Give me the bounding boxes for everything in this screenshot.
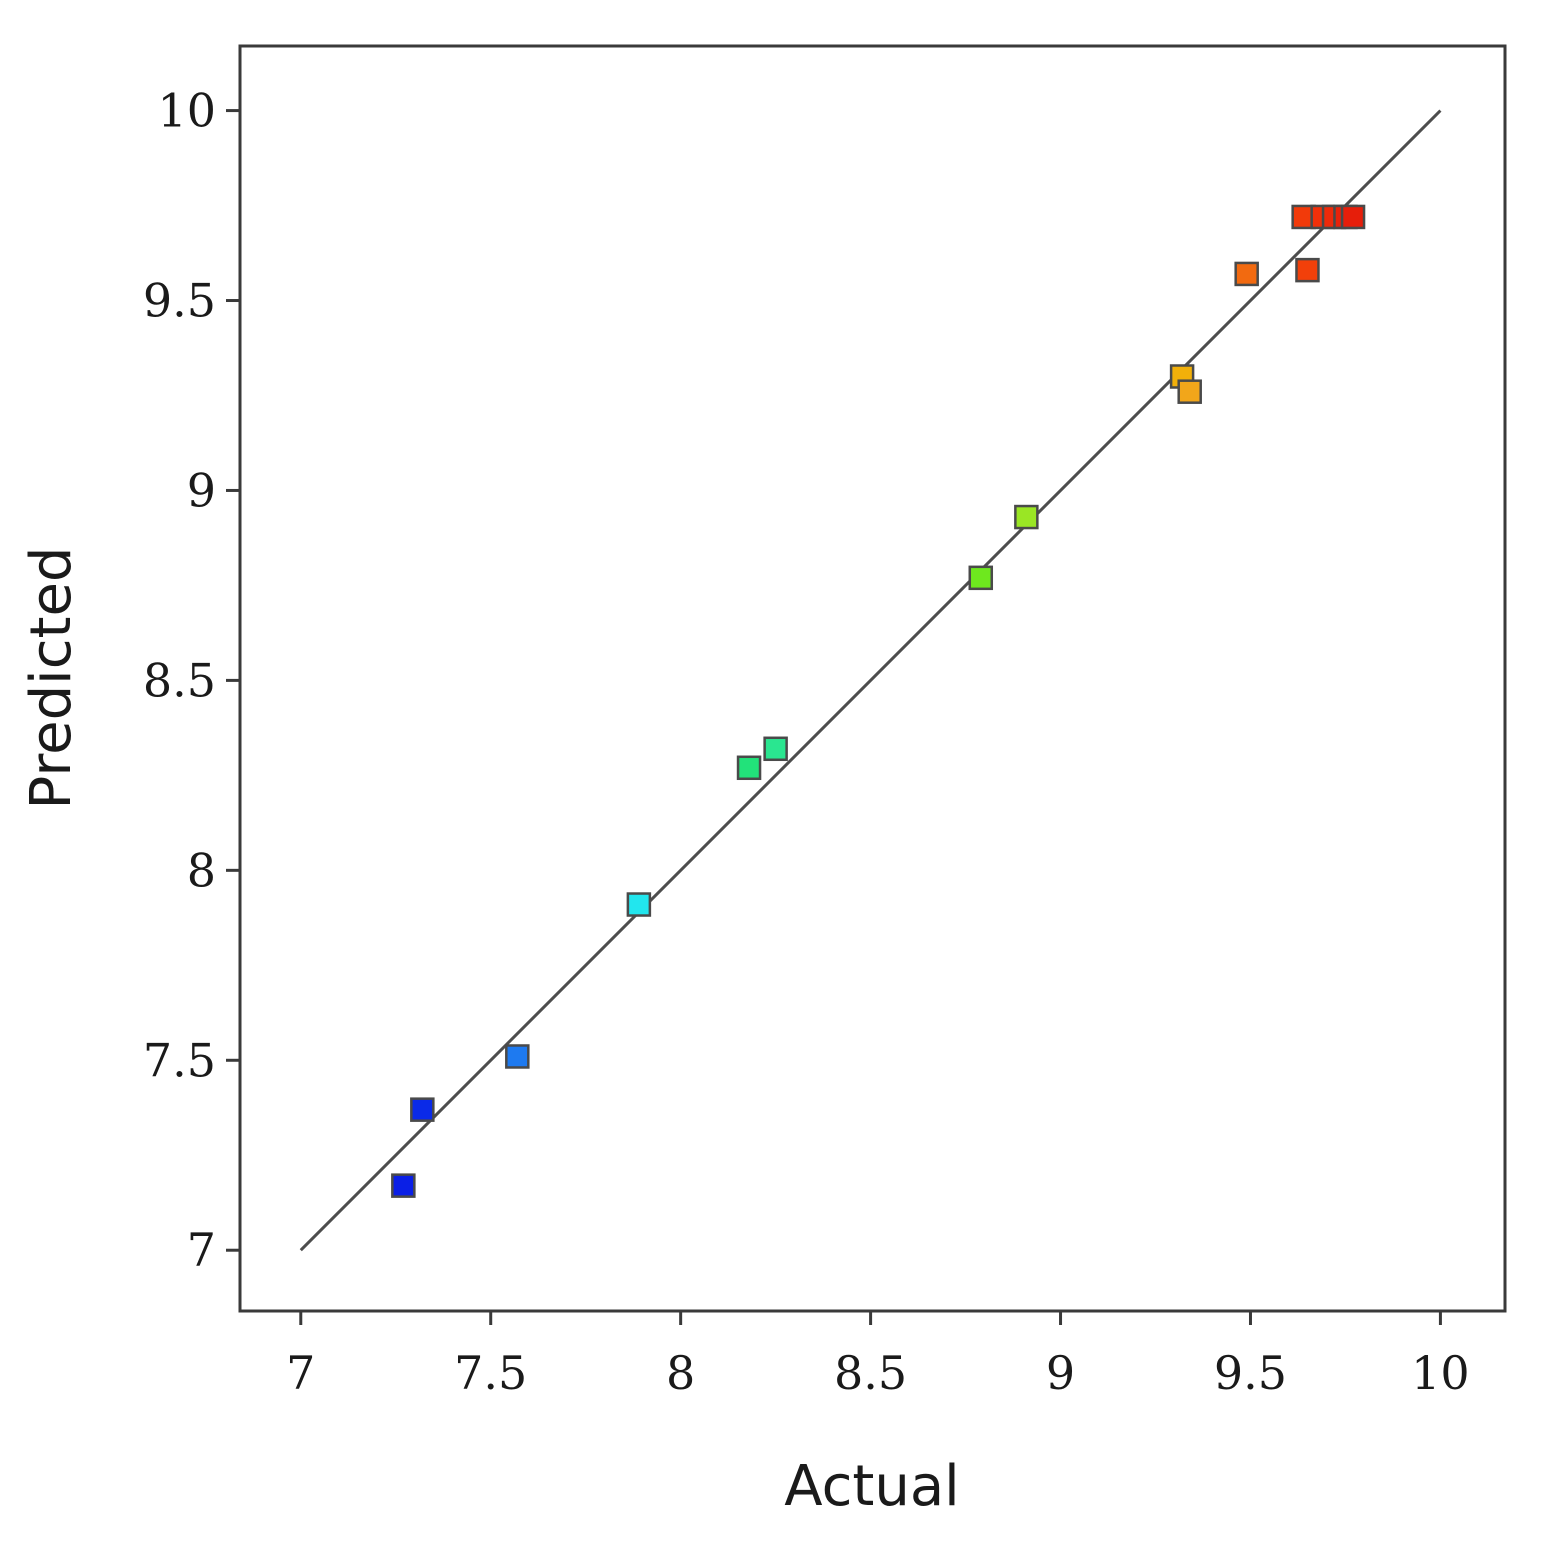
x-tick-label: 9 — [1046, 1346, 1075, 1400]
data-point — [968, 565, 994, 591]
reference-line-layer — [299, 109, 1442, 1252]
data-point — [1177, 379, 1202, 404]
x-tick-label: 7.5 — [454, 1346, 527, 1400]
data-points-layer — [391, 204, 1366, 1198]
y-tick-label: 10 — [157, 84, 216, 138]
data-point — [1295, 257, 1320, 283]
x-tick-label: 10 — [1411, 1346, 1470, 1400]
data-point — [1234, 261, 1259, 287]
data-point — [410, 1097, 435, 1122]
y-tick-label: 7.5 — [143, 1033, 216, 1087]
data-point — [505, 1044, 530, 1069]
x-axis-title: Actual — [784, 1454, 959, 1519]
reference-line — [299, 109, 1442, 1252]
x-tick-label: 7 — [286, 1346, 315, 1400]
x-tick-label: 9.5 — [1214, 1346, 1287, 1400]
y-tick-label: 7 — [187, 1223, 216, 1277]
data-point — [736, 755, 762, 781]
y-tick-label: 9.5 — [143, 274, 216, 328]
data-point — [763, 736, 788, 762]
data-point — [391, 1173, 416, 1198]
y-axis-title: Predicted — [19, 547, 84, 810]
y-tick-label: 8.5 — [143, 653, 216, 707]
data-point — [1340, 204, 1366, 230]
axis-ticks-layer: 7 7.5 8 8.5 9 9.5 10 7 7.5 8 8.5 9 9.5 10 — [143, 84, 1470, 1400]
x-tick-label: 8.5 — [834, 1346, 907, 1400]
y-tick-label: 8 — [187, 843, 216, 897]
data-point — [1014, 504, 1039, 530]
data-point — [626, 892, 652, 917]
y-tick-label: 9 — [187, 463, 216, 517]
x-tick-label: 8 — [666, 1346, 695, 1400]
